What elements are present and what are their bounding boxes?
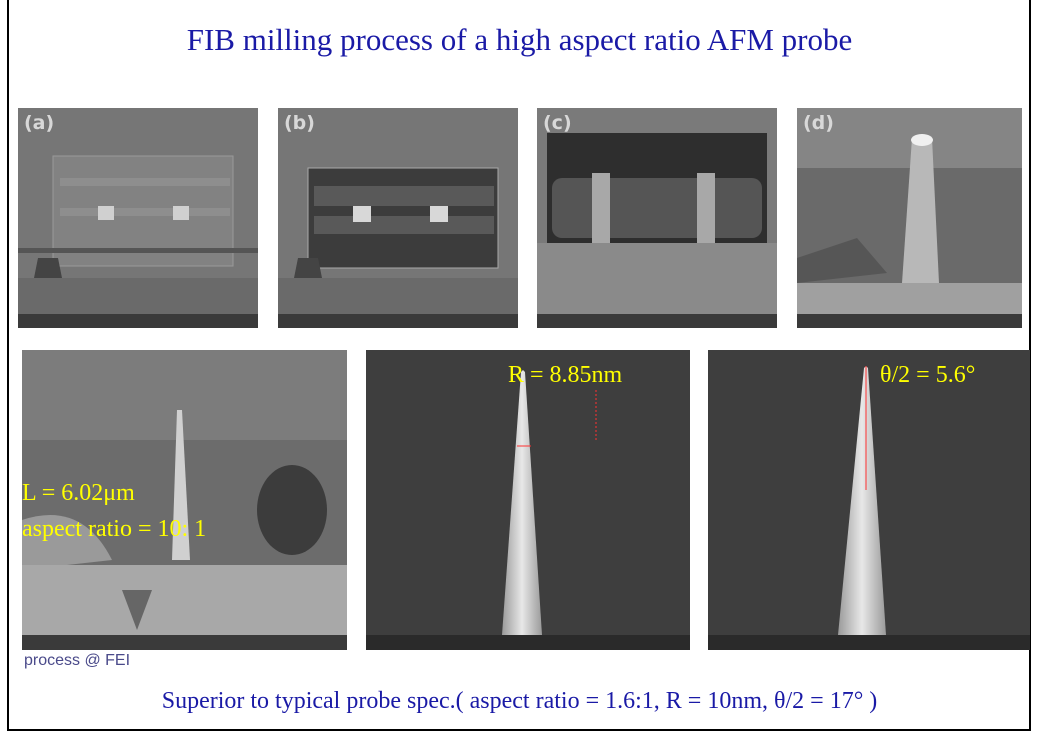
sem-drawing [278, 108, 518, 328]
sem-image: (c) [537, 108, 777, 328]
panel-label: (b) [284, 112, 315, 134]
sem-drawing [797, 108, 1022, 328]
sem-image: (d) [797, 108, 1022, 328]
slide: FIB milling process of a high aspect rat… [0, 0, 1039, 733]
sem-image: (b) [278, 108, 518, 328]
measurement: R = 8.85nm [508, 362, 622, 389]
measurement: θ/2 = 5.6° [880, 362, 975, 389]
footer: Superior to typical probe spec.( aspect … [0, 688, 1039, 715]
panel-label: (c) [543, 112, 572, 134]
credit: process @ FEI [24, 652, 130, 670]
panel-label: (a) [24, 112, 54, 134]
sem-image: (a) [18, 108, 258, 328]
title: FIB milling process of a high aspect rat… [0, 22, 1039, 58]
sem-image: R = 8.85nm [366, 350, 690, 650]
measurement: aspect ratio = 10: 1 [22, 516, 206, 543]
panel-label: (d) [803, 112, 834, 134]
measurement: L = 6.02μm [22, 480, 135, 507]
sem-image: θ/2 = 5.6° [708, 350, 1030, 650]
sem-drawing [18, 108, 258, 328]
sem-drawing [366, 350, 690, 650]
sem-drawing [708, 350, 1030, 650]
sem-image: L = 6.02μm aspect ratio = 10: 1 [22, 350, 347, 650]
sem-drawing [537, 108, 777, 328]
